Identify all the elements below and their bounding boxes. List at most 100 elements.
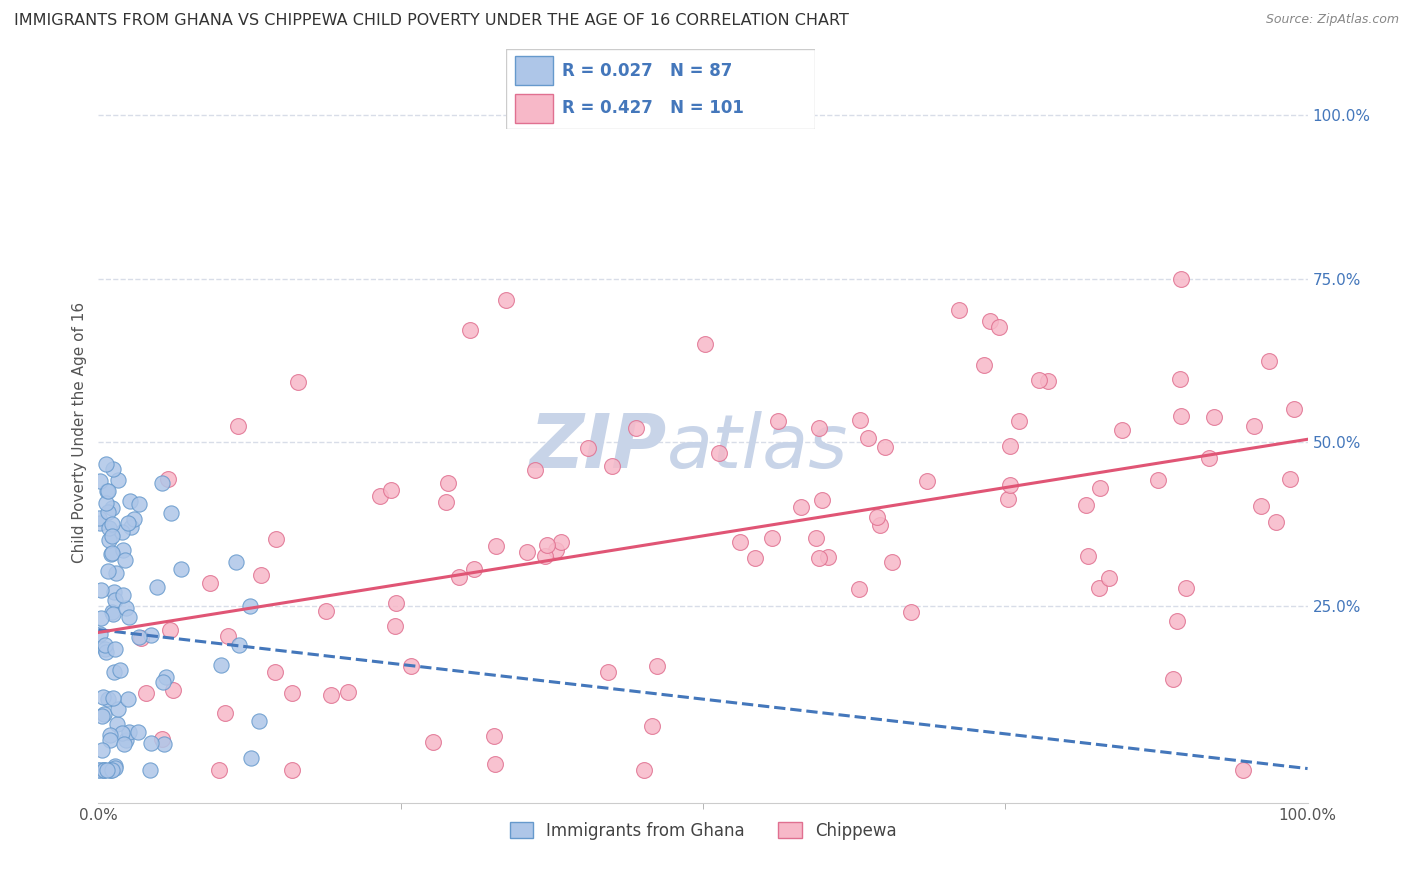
Y-axis label: Child Poverty Under the Age of 16: Child Poverty Under the Age of 16	[72, 302, 87, 563]
Point	[101, 462, 124, 476]
Point	[1111, 423, 1133, 437]
Point	[225, 555, 247, 569]
Point	[98, 763, 121, 777]
Point	[150, 475, 173, 490]
Point	[997, 491, 1019, 506]
Point	[482, 729, 505, 743]
Point	[100, 547, 122, 561]
Point	[315, 604, 337, 618]
Point	[287, 375, 309, 389]
Point	[1168, 371, 1191, 385]
Point	[97, 564, 120, 578]
Point	[103, 665, 125, 679]
Text: ZIP: ZIP	[530, 411, 666, 484]
Point	[1098, 572, 1121, 586]
Point	[104, 566, 127, 580]
Point	[100, 546, 122, 560]
Point	[101, 529, 124, 543]
Point	[207, 763, 229, 777]
Point	[626, 421, 648, 435]
Point	[1170, 409, 1192, 423]
Point	[107, 702, 129, 716]
Point	[550, 535, 572, 549]
Point	[91, 690, 114, 705]
Point	[766, 414, 789, 428]
Point	[96, 484, 118, 499]
Point	[217, 629, 239, 643]
Point	[988, 320, 1011, 334]
Point	[103, 593, 125, 607]
Point	[647, 659, 669, 673]
Point	[90, 582, 112, 597]
Point	[94, 645, 117, 659]
Point	[105, 717, 128, 731]
Point	[170, 562, 193, 576]
Point	[1028, 373, 1050, 387]
Point	[156, 472, 179, 486]
Point	[101, 517, 124, 532]
Point	[633, 763, 655, 777]
Point	[115, 733, 138, 747]
Point	[1258, 353, 1281, 368]
Point	[93, 706, 115, 721]
Point	[1243, 419, 1265, 434]
Point	[139, 763, 162, 777]
Point	[998, 477, 1021, 491]
Point	[98, 728, 121, 742]
Point	[139, 736, 162, 750]
Point	[115, 601, 138, 615]
Point	[93, 763, 115, 777]
Point	[281, 686, 304, 700]
Point	[152, 737, 174, 751]
Point	[434, 495, 457, 509]
Point	[135, 686, 157, 700]
Point	[117, 516, 139, 531]
Point	[117, 692, 139, 706]
Point	[93, 763, 115, 777]
Point	[152, 675, 174, 690]
Point	[1198, 450, 1220, 465]
Point	[89, 626, 111, 640]
Point	[336, 684, 359, 698]
Point	[111, 726, 134, 740]
Point	[1250, 500, 1272, 514]
Point	[484, 756, 506, 771]
Point	[93, 763, 115, 777]
Point	[1166, 614, 1188, 628]
Point	[162, 682, 184, 697]
Point	[516, 545, 538, 559]
Point	[848, 413, 870, 427]
Text: R = 0.027   N = 87: R = 0.027 N = 87	[562, 62, 733, 79]
Point	[103, 761, 125, 775]
Text: R = 0.427   N = 101: R = 0.427 N = 101	[562, 100, 744, 118]
Point	[112, 542, 135, 557]
Point	[122, 511, 145, 525]
Point	[856, 431, 879, 445]
Point	[544, 543, 567, 558]
Point	[129, 631, 152, 645]
Point	[101, 763, 124, 777]
Point	[239, 599, 262, 613]
Point	[89, 610, 111, 624]
Point	[744, 550, 766, 565]
Point	[250, 568, 273, 582]
Point	[384, 619, 406, 633]
Point	[100, 763, 122, 777]
FancyBboxPatch shape	[516, 94, 553, 123]
Point	[155, 670, 177, 684]
Point	[228, 638, 250, 652]
Point	[101, 607, 124, 622]
Point	[1278, 472, 1301, 486]
Point	[1077, 549, 1099, 564]
Point	[128, 497, 150, 511]
Point	[139, 628, 162, 642]
Point	[97, 521, 120, 535]
Point	[380, 483, 402, 498]
Legend: Immigrants from Ghana, Chippewa: Immigrants from Ghana, Chippewa	[503, 815, 903, 847]
Point	[806, 532, 828, 546]
Point	[240, 750, 263, 764]
Point	[160, 507, 183, 521]
Point	[463, 562, 485, 576]
Point	[104, 641, 127, 656]
Point	[817, 549, 839, 564]
